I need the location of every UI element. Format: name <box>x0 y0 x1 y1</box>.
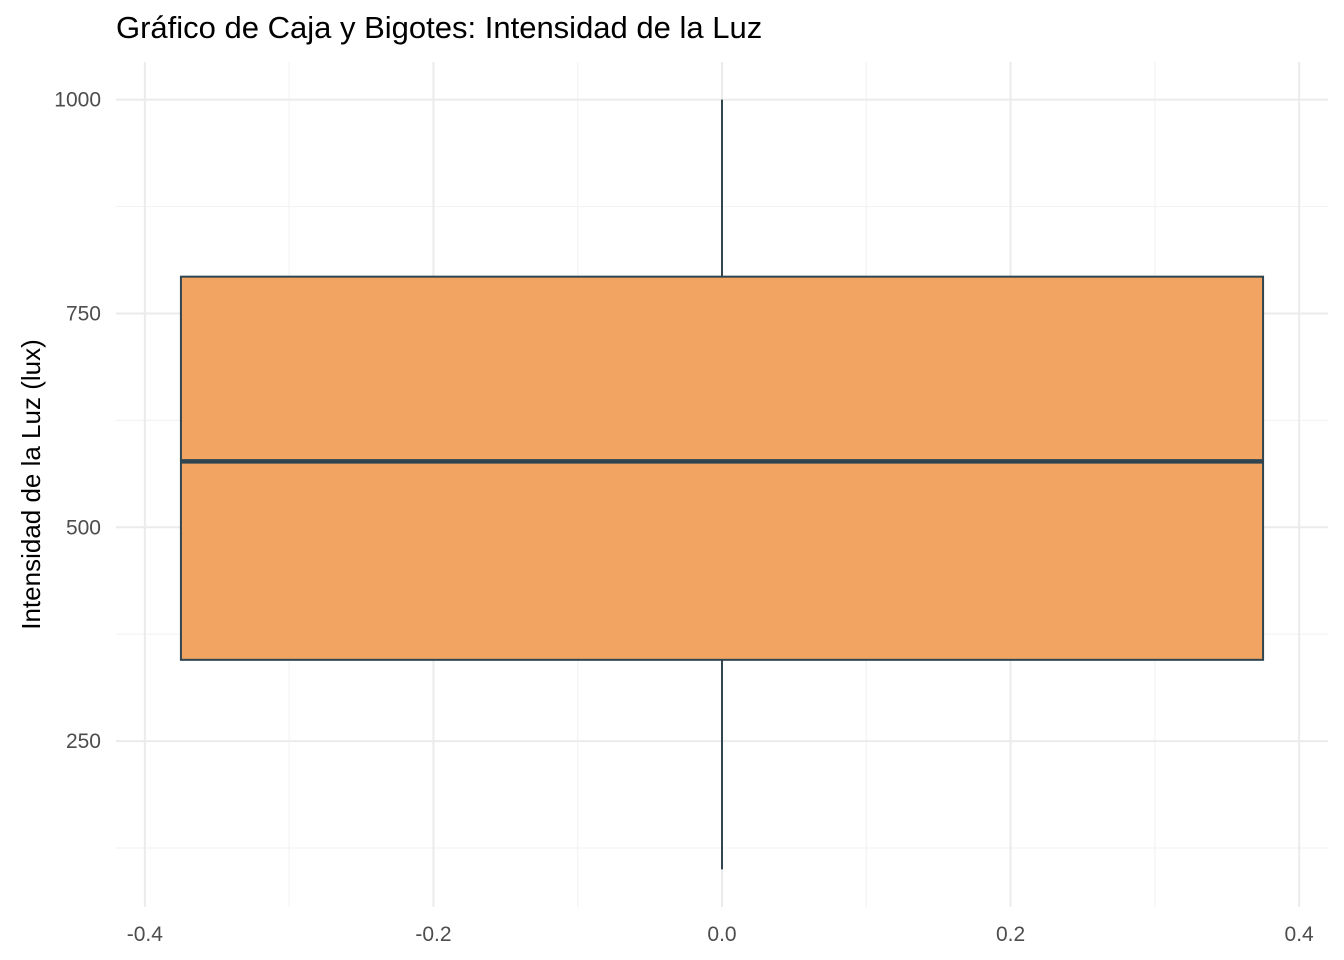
boxplot <box>179 99 1265 870</box>
y-tick-label: 250 <box>66 730 101 753</box>
x-tick-label: 0.2 <box>996 923 1025 946</box>
interquartile-box <box>179 275 1265 661</box>
x-axis-tick-labels: -0.4 -0.2 0.0 0.2 0.4 <box>127 923 1314 946</box>
y-tick-label: 750 <box>66 302 101 325</box>
x-tick-label: 0.0 <box>707 923 736 946</box>
x-tick-label: 0.4 <box>1285 923 1315 946</box>
y-tick-label: 1000 <box>54 89 101 112</box>
y-axis-title: Intensidad de la Luz (lux) <box>16 339 46 630</box>
y-tick-label: 500 <box>66 516 101 539</box>
y-axis-tick-labels: 250 500 750 1000 <box>54 89 101 753</box>
chart-title: Gráfico de Caja y Bigotes: Intensidad de… <box>116 10 763 45</box>
x-tick-label: -0.4 <box>127 923 164 946</box>
x-tick-label: -0.2 <box>415 923 451 946</box>
